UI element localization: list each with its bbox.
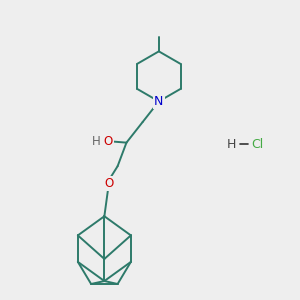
Text: N: N	[154, 95, 164, 108]
Text: H: H	[226, 138, 236, 151]
Text: O: O	[103, 135, 113, 148]
Text: H: H	[92, 135, 101, 148]
Text: Cl: Cl	[251, 138, 264, 151]
Text: O: O	[104, 177, 113, 190]
